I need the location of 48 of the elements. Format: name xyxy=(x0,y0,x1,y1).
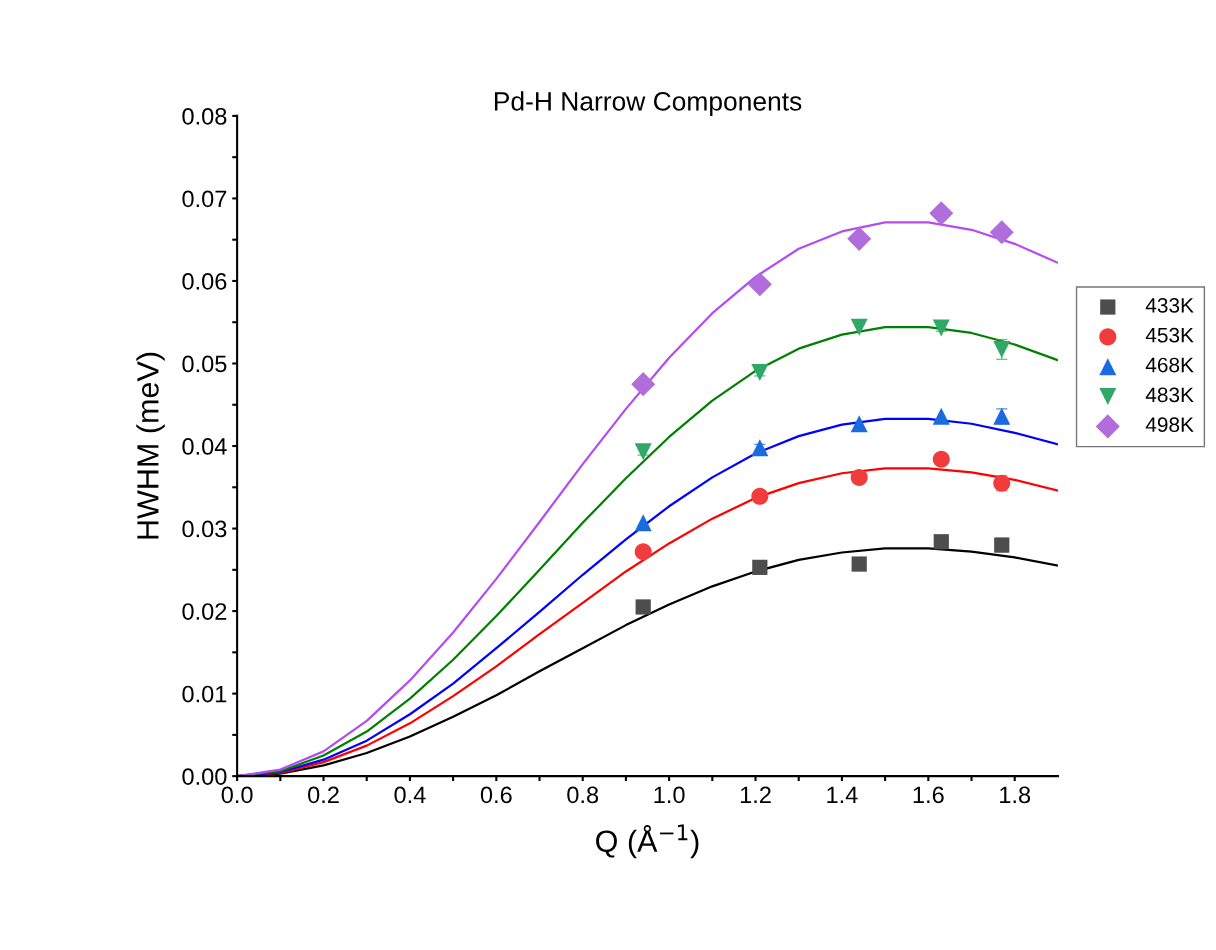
point xyxy=(929,201,954,226)
x-tick-label: 1.2 xyxy=(740,786,771,803)
y-tick-label: 0.07 xyxy=(182,190,227,208)
point xyxy=(850,318,868,336)
legend-label: 468K xyxy=(1145,357,1194,373)
point xyxy=(752,559,768,575)
point xyxy=(989,220,1014,245)
legend-label: 433K xyxy=(1145,297,1194,313)
x-tick-label: 1.8 xyxy=(1000,786,1031,804)
point xyxy=(850,415,868,433)
point xyxy=(634,514,652,532)
x-tick-label: 0.2 xyxy=(308,786,339,804)
point xyxy=(932,450,950,468)
point xyxy=(847,226,872,251)
point xyxy=(631,372,656,397)
y-tick-label: 0.08 xyxy=(182,107,227,125)
chart-title: Pd-H Narrow Components xyxy=(494,91,802,116)
point xyxy=(932,407,950,425)
point xyxy=(634,543,652,561)
legend-label: 498K xyxy=(1145,417,1194,433)
point xyxy=(851,556,867,572)
x-tick-label: 0.4 xyxy=(394,786,426,804)
x-tick-label: 0.6 xyxy=(480,786,512,804)
x-tick-label: 1.0 xyxy=(654,786,685,804)
x-tick-label: 0.8 xyxy=(567,786,599,804)
point xyxy=(751,487,769,505)
legend-label: 453K xyxy=(1145,327,1194,343)
legend-label: 483K xyxy=(1145,387,1194,403)
point xyxy=(747,272,772,297)
x-tick-label: 1.6 xyxy=(913,786,944,804)
x-tick-label: 0.0 xyxy=(221,786,253,804)
y-axis-title: HWHM (meV) xyxy=(136,352,165,539)
point xyxy=(634,443,652,461)
y-tick-label: 0.05 xyxy=(182,355,227,373)
x-axis-title: Q (Å$^{−1}$) xyxy=(596,824,699,859)
point xyxy=(933,534,949,550)
x-tick-label: 1.4 xyxy=(827,786,858,803)
point xyxy=(635,599,651,615)
point xyxy=(751,364,769,382)
y-tick-label: 0.06 xyxy=(182,273,227,290)
y-tick-label: 0.00 xyxy=(182,768,227,785)
y-tick-label: 0.01 xyxy=(182,685,227,703)
point xyxy=(932,319,950,337)
y-tick-label: 0.02 xyxy=(182,603,227,620)
y-tick-label: 0.03 xyxy=(182,520,227,538)
point xyxy=(751,439,769,457)
point xyxy=(850,468,868,486)
y-tick-label: 0.04 xyxy=(182,438,227,455)
